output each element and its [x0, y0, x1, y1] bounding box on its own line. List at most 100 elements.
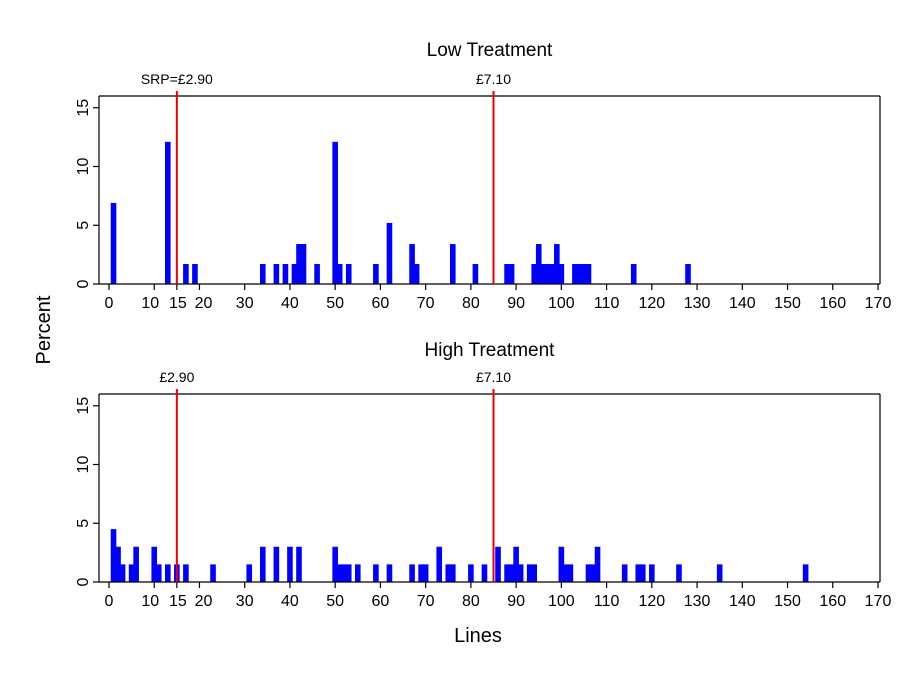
x-tick-label: 50	[326, 593, 344, 610]
bar	[422, 564, 429, 582]
x-axis-title: Lines	[454, 625, 502, 647]
bar	[115, 546, 121, 582]
bar	[409, 564, 415, 582]
reference-line-label: SRP=£2.90	[141, 71, 213, 87]
bar	[332, 546, 338, 582]
bar	[183, 264, 189, 284]
x-tick-label: 120	[638, 295, 665, 312]
x-tick-label: 120	[638, 593, 665, 610]
bar	[336, 264, 343, 284]
bar	[472, 264, 479, 284]
bar	[802, 564, 809, 582]
bar	[260, 546, 266, 582]
x-tick-label: 130	[684, 295, 711, 312]
bar	[155, 564, 162, 582]
y-tick-label: 5	[75, 221, 92, 230]
x-tick-label: 100	[548, 295, 575, 312]
bar	[685, 264, 691, 284]
bar	[540, 264, 547, 284]
bar	[504, 264, 510, 284]
bar	[341, 564, 348, 582]
bar	[526, 564, 533, 582]
x-tick-label: 100	[548, 593, 575, 610]
x-tick-label: 110	[594, 593, 620, 610]
bar	[296, 244, 302, 284]
x-tick-label: 150	[774, 295, 801, 312]
bar	[508, 264, 515, 284]
bar	[128, 564, 135, 582]
reference-line-label: £7.10	[476, 369, 511, 385]
x-tick-label: 70	[417, 593, 435, 610]
bar	[676, 564, 682, 582]
x-tick-label: 0	[105, 295, 114, 312]
x-tick-label: 70	[417, 295, 435, 312]
x-tick-label: 40	[281, 593, 299, 610]
x-tick-label: 30	[236, 593, 254, 610]
x-tick-label: 160	[819, 593, 846, 610]
bar	[296, 546, 302, 582]
bar	[110, 529, 117, 582]
x-tick-label: 30	[236, 295, 254, 312]
bar	[558, 264, 565, 284]
bar	[585, 264, 592, 284]
bar	[449, 244, 456, 284]
x-tick-label: 80	[462, 295, 480, 312]
bar	[508, 564, 515, 582]
bar	[436, 546, 443, 582]
x-tick-label: 150	[774, 593, 801, 610]
panel-title: High Treatment	[425, 340, 556, 361]
x-tick-label: 40	[281, 295, 299, 312]
bar	[165, 564, 171, 582]
panel-title: Low Treatment	[427, 40, 553, 61]
bar	[418, 564, 424, 582]
bar	[110, 202, 117, 284]
x-tick-label: 50	[326, 295, 344, 312]
y-tick-label: 5	[75, 519, 92, 528]
bar	[210, 564, 216, 582]
x-tick-label: 130	[684, 593, 711, 610]
bar	[531, 564, 538, 582]
bar	[386, 222, 393, 284]
bar	[260, 264, 266, 284]
bar	[554, 244, 560, 284]
bar	[449, 564, 456, 582]
x-tick-label: 60	[372, 593, 390, 610]
bar	[345, 264, 352, 284]
x-tick-label: 60	[372, 295, 390, 312]
bar	[192, 264, 198, 284]
bar	[291, 264, 298, 284]
bar	[354, 564, 361, 582]
bar	[549, 264, 556, 284]
bar	[332, 141, 338, 284]
bar	[572, 264, 578, 284]
x-tick-label: 15	[169, 295, 187, 312]
x-tick-label: 20	[195, 593, 213, 610]
bar	[513, 546, 519, 582]
x-tick-label: 10	[141, 295, 159, 312]
bar	[563, 564, 569, 582]
bar	[495, 546, 501, 582]
y-tick-label: 10	[75, 456, 92, 474]
bar	[639, 564, 646, 582]
x-tick-label: 20	[195, 295, 213, 312]
reference-line-label: £7.10	[476, 71, 511, 87]
bar	[576, 264, 583, 284]
bar	[373, 564, 379, 582]
bar	[151, 546, 158, 582]
bar	[413, 264, 420, 284]
x-tick-label: 0	[105, 593, 114, 610]
x-tick-label: 140	[729, 295, 756, 312]
x-tick-label: 80	[462, 593, 480, 610]
y-axis-title: Percent	[33, 295, 55, 364]
bar	[373, 264, 379, 284]
bar	[133, 546, 139, 582]
bar	[468, 564, 474, 582]
bar	[165, 141, 171, 284]
bar	[300, 244, 307, 284]
bar	[535, 244, 542, 284]
x-tick-label: 170	[865, 593, 892, 610]
x-tick-label: 110	[594, 295, 620, 312]
